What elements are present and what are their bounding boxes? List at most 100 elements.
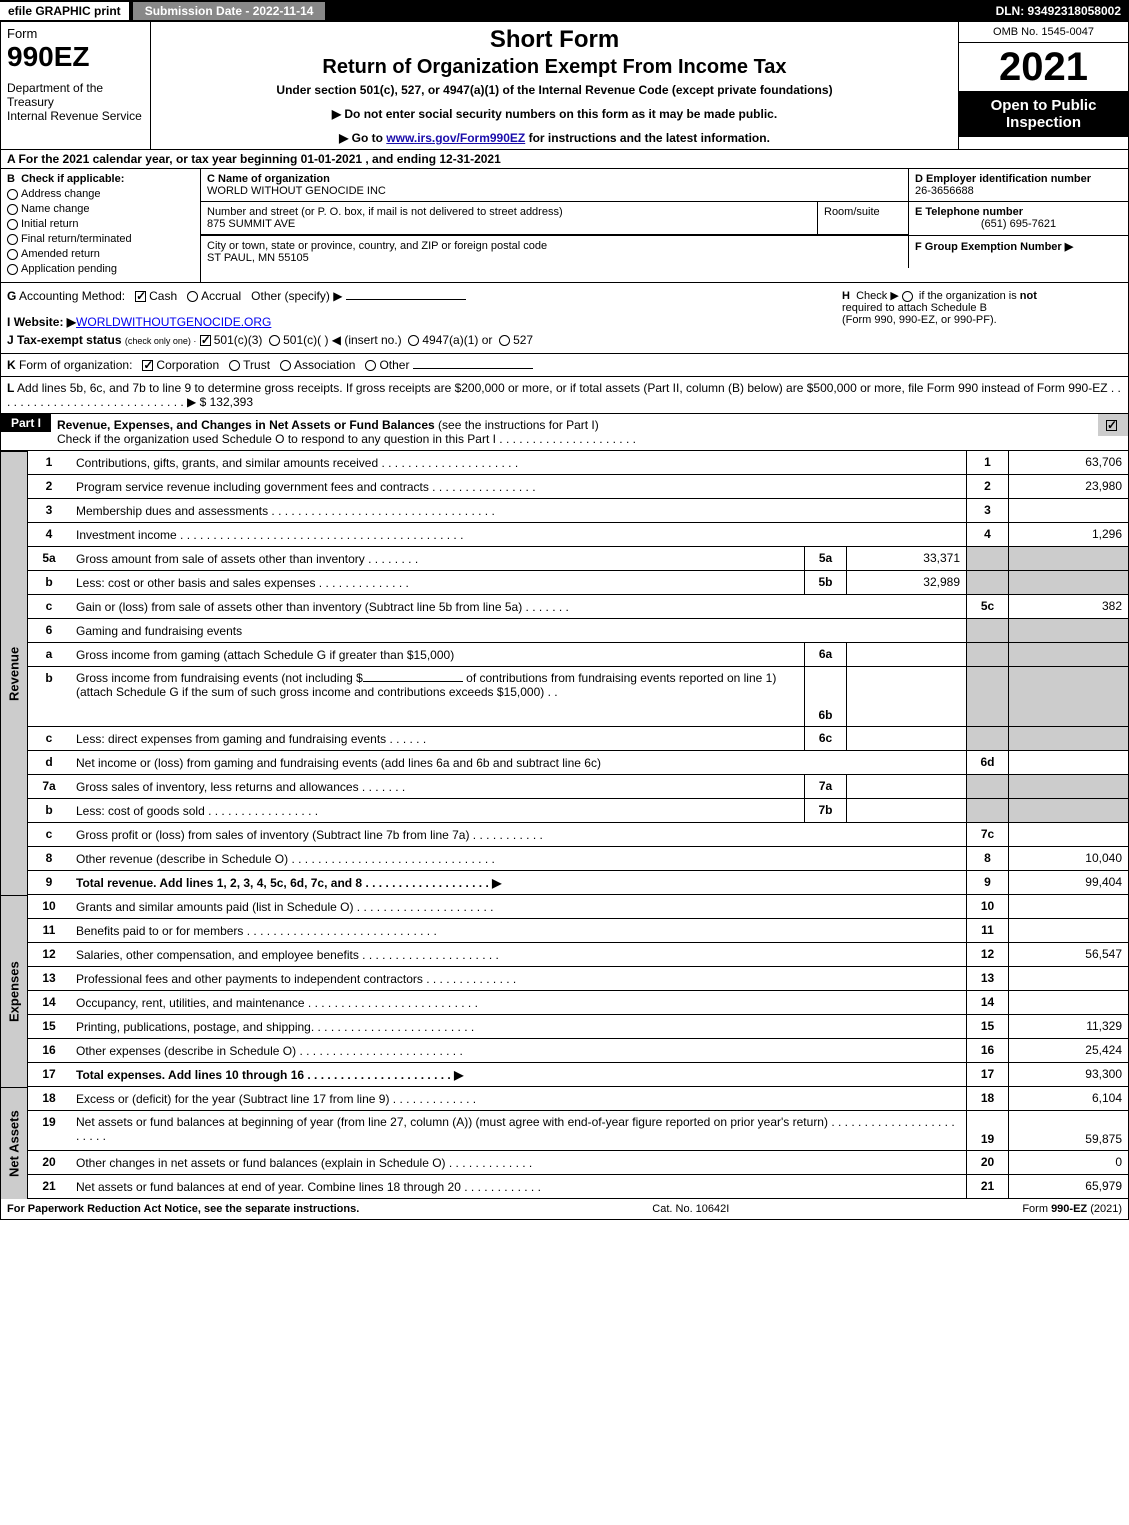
chk-application-pending[interactable] — [7, 264, 18, 275]
website-label: Website: ▶ — [14, 315, 76, 329]
lbl-name-change: Name change — [21, 203, 90, 215]
chk-final-return[interactable] — [7, 234, 18, 245]
line-20-rv: 0 — [1008, 1151, 1128, 1174]
line-8-num: 8 — [28, 847, 70, 870]
chk-trust[interactable] — [229, 360, 240, 371]
form-subtitle: Under section 501(c), 527, or 4947(a)(1)… — [157, 83, 952, 97]
line-13-text: Professional fees and other payments to … — [70, 967, 966, 990]
line-6b-text: Gross income from fundraising events (no… — [70, 667, 804, 726]
line-19-rv: 59,875 — [1008, 1111, 1128, 1150]
footer-right: Form 990-EZ (2021) — [1022, 1203, 1122, 1215]
chk-amended-return[interactable] — [7, 249, 18, 260]
line-7a-rn — [966, 775, 1008, 798]
line-10: 10 Grants and similar amounts paid (list… — [28, 895, 1128, 919]
h-text2: if the organization is — [919, 290, 1020, 302]
section-d: D Employer identification number 26-3656… — [908, 169, 1128, 201]
topbar: efile GRAPHIC print Submission Date - 20… — [0, 0, 1129, 22]
line-6-num: 6 — [28, 619, 70, 642]
line-19-rn: 19 — [966, 1111, 1008, 1150]
chk-501c[interactable] — [269, 335, 280, 346]
line-12: 12 Salaries, other compensation, and emp… — [28, 943, 1128, 967]
line-6d-rv — [1008, 751, 1128, 774]
line-7c-text: Gross profit or (loss) from sales of inv… — [70, 823, 966, 846]
tax-exempt-sub: (check only one) · — [125, 336, 197, 346]
line-6b-rv — [1008, 667, 1128, 726]
lbl-corporation: Corporation — [156, 358, 219, 372]
line-7b-num: b — [28, 799, 70, 822]
line-13-rv — [1008, 967, 1128, 990]
footer-left: For Paperwork Reduction Act Notice, see … — [7, 1203, 359, 1215]
line-12-rn: 12 — [966, 943, 1008, 966]
tax-year: 2021 — [959, 43, 1128, 91]
line-17-rn: 17 — [966, 1063, 1008, 1086]
line-7b-text: Less: cost of goods sold . . . . . . . .… — [70, 799, 804, 822]
chk-4947[interactable] — [408, 335, 419, 346]
line-6b: b Gross income from fundraising events (… — [28, 667, 1128, 727]
line-5a-text: Gross amount from sale of assets other t… — [70, 547, 804, 570]
chk-address-change[interactable] — [7, 189, 18, 200]
lbl-501c: 501(c)( ) ◀ (insert no.) — [283, 333, 402, 347]
section-l: L Add lines 5b, 6c, and 7b to line 9 to … — [0, 377, 1129, 414]
line-18-rn: 18 — [966, 1087, 1008, 1110]
lbl-address-change: Address change — [21, 188, 101, 200]
tax-exempt-label: Tax-exempt status — [17, 333, 121, 347]
addr-value: 875 SUMMIT AVE — [207, 218, 295, 230]
section-g-label: G — [7, 289, 16, 303]
line-5c-text: Gain or (loss) from sale of assets other… — [70, 595, 966, 618]
line-6: 6 Gaming and fundraising events — [28, 619, 1128, 643]
section-k: K Form of organization: Corporation Trus… — [0, 354, 1129, 377]
chk-h[interactable] — [902, 291, 913, 302]
part-i-title: Revenue, Expenses, and Changes in Net As… — [57, 418, 435, 432]
chk-name-change[interactable] — [7, 204, 18, 215]
line-18-rv: 6,104 — [1008, 1087, 1128, 1110]
chk-accrual[interactable] — [187, 291, 198, 302]
line-11: 11 Benefits paid to or for members . . .… — [28, 919, 1128, 943]
line-9-rv: 99,404 — [1008, 871, 1128, 894]
chk-initial-return[interactable] — [7, 219, 18, 230]
chk-501c3[interactable] — [200, 335, 211, 346]
website-link[interactable]: WORLDWITHOUTGENOCIDE.ORG — [76, 315, 271, 329]
line-14-rn: 14 — [966, 991, 1008, 1014]
line-5a: 5a Gross amount from sale of assets othe… — [28, 547, 1128, 571]
efile-label[interactable]: efile GRAPHIC print — [0, 2, 129, 20]
line-6b-mv — [846, 667, 966, 726]
line-6d: d Net income or (loss) from gaming and f… — [28, 751, 1128, 775]
line-7c-rn: 7c — [966, 823, 1008, 846]
chk-527[interactable] — [499, 335, 510, 346]
omb-number: OMB No. 1545-0047 — [959, 22, 1128, 43]
accounting-method-label: Accounting Method: — [19, 289, 125, 303]
line-21-rv: 65,979 — [1008, 1175, 1128, 1198]
goto-line: ▶ Go to www.irs.gov/Form990EZ for instru… — [157, 131, 952, 145]
section-e-label: E — [915, 206, 922, 218]
line-5b-num: b — [28, 571, 70, 594]
line-5a-rn — [966, 547, 1008, 570]
line-3: 3 Membership dues and assessments . . . … — [28, 499, 1128, 523]
section-k-label: K — [7, 358, 16, 372]
h-check: Check ▶ — [856, 290, 899, 302]
goto-post: for instructions and the latest informat… — [525, 131, 770, 145]
line-11-rn: 11 — [966, 919, 1008, 942]
line-5a-num: 5a — [28, 547, 70, 570]
line-6-rv — [1008, 619, 1128, 642]
chk-other-org[interactable] — [365, 360, 376, 371]
line-7c-num: c — [28, 823, 70, 846]
chk-association[interactable] — [280, 360, 291, 371]
line-14-text: Occupancy, rent, utilities, and maintena… — [70, 991, 966, 1014]
irs-link[interactable]: www.irs.gov/Form990EZ — [386, 131, 525, 145]
line-7a-mn: 7a — [804, 775, 846, 798]
room-label: Room/suite — [824, 206, 880, 218]
line-14: 14 Occupancy, rent, utilities, and maint… — [28, 991, 1128, 1015]
line-5b-rv — [1008, 571, 1128, 594]
chk-part-i-schedule-o[interactable] — [1106, 420, 1117, 431]
h-not: not — [1020, 290, 1037, 302]
h-text4: (Form 990, 990-EZ, or 990-PF). — [842, 314, 997, 326]
chk-corporation[interactable] — [142, 360, 153, 371]
line-16: 16 Other expenses (describe in Schedule … — [28, 1039, 1128, 1063]
line-15-text: Printing, publications, postage, and shi… — [70, 1015, 966, 1038]
chk-cash[interactable] — [135, 291, 146, 302]
line-6c-rv — [1008, 727, 1128, 750]
line-8: 8 Other revenue (describe in Schedule O)… — [28, 847, 1128, 871]
line-6a-num: a — [28, 643, 70, 666]
side-label-expenses: Expenses — [0, 895, 28, 1087]
section-b-label: B — [7, 173, 15, 185]
